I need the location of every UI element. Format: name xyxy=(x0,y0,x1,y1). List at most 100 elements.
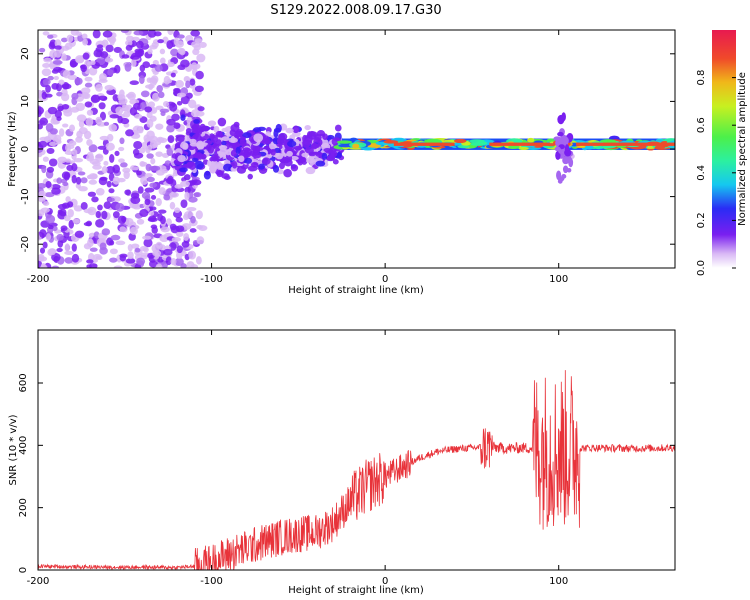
spectrogram-blob xyxy=(564,144,570,155)
spectrogram-blob xyxy=(146,153,154,159)
spectrogram-blob xyxy=(125,44,133,51)
spectrogram-blob xyxy=(98,102,106,110)
spectrogram-blob xyxy=(242,132,252,139)
colorbar: 0.0 0.2 0.4 0.6 0.8 Normalized spectral ampl… xyxy=(696,30,748,276)
spectrogram-x-axis-label: Height of straight line (km) xyxy=(288,285,424,296)
spectrogram-blob xyxy=(91,196,99,203)
spectrogram-blob xyxy=(75,136,83,143)
signal-core xyxy=(393,142,455,146)
spectrogram-blob xyxy=(115,240,126,246)
y-tick-label: 20 xyxy=(20,47,31,60)
spectrogram-blob xyxy=(133,30,144,36)
spectrogram-blob xyxy=(136,218,145,225)
spectrogram-blob xyxy=(169,201,176,210)
spectrogram-blob xyxy=(66,34,74,43)
colorbar-tick-label: 0.2 xyxy=(696,212,707,228)
spectrogram-blob xyxy=(243,150,249,156)
spectrogram-blob xyxy=(247,165,258,172)
spectrogram-blob xyxy=(129,80,139,85)
spectrogram-blob xyxy=(51,187,61,195)
spectrogram-blob xyxy=(177,34,185,39)
spectrogram-blob xyxy=(139,209,149,218)
spectrogram-blob xyxy=(133,152,144,159)
spectrogram-blob xyxy=(87,191,97,197)
spectrogram-blob xyxy=(78,127,88,135)
spectrogram-blob xyxy=(125,258,136,264)
spectrogram-blob xyxy=(114,150,120,157)
spectrogram-blob xyxy=(105,142,115,151)
colorbar-tick-label: 0.4 xyxy=(696,165,707,181)
spectrogram-blob xyxy=(117,215,126,225)
spectrogram-blob xyxy=(239,139,246,145)
signal-blob xyxy=(654,145,666,150)
spectrogram-blob xyxy=(554,146,561,152)
spectrogram-blob xyxy=(150,224,158,229)
spectrogram-blob xyxy=(155,123,164,130)
spectrogram-blob xyxy=(95,218,105,228)
spectrogram-blob xyxy=(176,100,183,106)
spectrogram-blob xyxy=(40,207,50,213)
spectrogram-blob xyxy=(221,173,230,179)
spectrogram-blob xyxy=(38,123,43,130)
spectrogram-blob xyxy=(69,124,76,132)
spectrogram-blob xyxy=(272,165,280,173)
spectrogram-blob xyxy=(130,243,140,249)
spectrogram-blob xyxy=(54,39,62,48)
spectrogram-blob xyxy=(189,138,197,145)
spectrogram-blob xyxy=(61,53,67,62)
spectrogram-blob xyxy=(149,77,158,86)
spectrogram-blob xyxy=(61,37,68,43)
colorbar-gradient xyxy=(712,30,736,268)
spectrogram-blob xyxy=(45,180,52,189)
spectrogram-blob xyxy=(313,136,321,143)
snr-frame xyxy=(37,329,676,571)
spectrogram-blob xyxy=(40,264,48,268)
spectrogram-blob xyxy=(80,64,87,73)
spectrogram-blob xyxy=(138,75,145,85)
spectrogram-blob xyxy=(120,117,130,125)
spectrogram-blob xyxy=(78,186,88,192)
spectrogram-blob xyxy=(129,226,138,235)
spectrogram-blob xyxy=(140,161,148,167)
spectrogram-blob xyxy=(186,207,197,212)
snr-y-axis-label: SNR (10 * v/v) xyxy=(8,414,19,485)
signal-blob xyxy=(518,146,529,151)
spectrogram-blob xyxy=(170,48,179,57)
spectrogram-blob xyxy=(56,233,64,241)
signal-blob xyxy=(457,145,470,149)
spectrogram-blob xyxy=(175,216,183,223)
spectrogram-blob xyxy=(99,135,110,141)
spectrogram-blob xyxy=(48,158,58,167)
spectrogram-blob xyxy=(211,154,219,162)
spectrogram-blob xyxy=(95,210,102,219)
spectrogram-blob xyxy=(257,126,267,132)
y-tick-label: 0 xyxy=(18,567,29,573)
spectrogram-blob xyxy=(42,78,51,86)
spectrogram-blob xyxy=(209,165,217,174)
spectrogram-blob xyxy=(247,173,253,180)
spectrogram-blob xyxy=(152,249,162,257)
spectrogram-blob xyxy=(61,103,70,110)
spectrogram-blob xyxy=(146,111,153,119)
snr-x-axis-label: Height of straight line (km) xyxy=(288,585,424,596)
signal-blob xyxy=(336,140,353,144)
spectrogram-blob xyxy=(258,163,265,170)
spectrogram-blob xyxy=(124,217,134,226)
spectrogram-blob xyxy=(71,174,77,184)
spectrogram-blob xyxy=(556,170,562,181)
spectrogram-blob xyxy=(174,257,184,266)
spectrogram-blob xyxy=(104,57,114,63)
spectrogram-blob xyxy=(180,114,186,121)
spectrogram-blob xyxy=(150,195,157,200)
spectrogram-blob xyxy=(97,145,107,150)
spectrogram-blob xyxy=(112,164,121,174)
spectrogram-blob xyxy=(154,64,163,72)
spectrogram-blob xyxy=(43,57,52,63)
spectrogram-blob xyxy=(60,92,70,102)
spectrogram-blob xyxy=(66,201,74,208)
spectrogram-blob xyxy=(173,87,181,93)
spectrogram-blob xyxy=(42,31,50,36)
spectrogram-blob xyxy=(305,156,315,164)
spectrogram-blob xyxy=(113,265,123,268)
